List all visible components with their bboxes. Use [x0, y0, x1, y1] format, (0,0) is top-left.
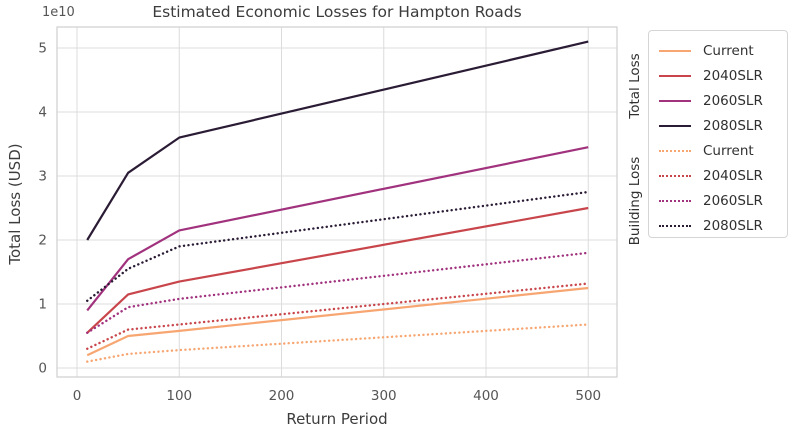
legend-line-sample-dotted — [659, 199, 691, 202]
legend-line-sample-dotted — [659, 224, 691, 227]
plot-spines — [56, 26, 618, 378]
legend-item-total-loss-current: Current — [659, 38, 787, 63]
legend-label: 2060SLR — [703, 92, 763, 109]
legend-line-sample-solid — [659, 124, 691, 127]
legend-group-building-loss: Building Loss — [627, 156, 643, 246]
series-line-total-loss-current — [86, 286, 589, 357]
y-axis-offset-label: 1e10 — [42, 5, 75, 20]
legend-label: 2060SLR — [703, 192, 763, 209]
legend-item-building-loss-current: Current — [659, 138, 787, 163]
legend-label: 2080SLR — [703, 117, 763, 134]
legend-box: Current 2040SLR 2060SLR 2080SLR Current 2040S… — [648, 30, 788, 238]
y-tick-label: 5 — [38, 41, 47, 57]
x-tick-label: 0 — [73, 388, 82, 404]
legend-line-sample-solid — [659, 74, 691, 77]
legend-group-total-loss: Total Loss — [627, 53, 643, 119]
legend-label: 2040SLR — [703, 167, 763, 184]
x-tick-label: 400 — [473, 388, 499, 404]
legend-item-building-loss-2040slr: 2040SLR — [659, 163, 787, 188]
series-line-total-loss-2040slr — [86, 206, 589, 334]
legend-item-building-loss-2060slr: 2060SLR — [659, 188, 787, 213]
series-line-building-loss-2040slr — [86, 282, 590, 350]
legend-item-total-loss-2040slr: 2040SLR — [659, 63, 787, 88]
y-tick-label: 3 — [38, 169, 47, 185]
series-line-total-loss-2080slr — [86, 40, 589, 241]
legend-label: 2040SLR — [703, 67, 763, 84]
x-tick-label: 200 — [269, 388, 295, 404]
y-axis-label: Total Loss (USD) — [6, 143, 24, 265]
legend-item-total-loss-2080slr: 2080SLR — [659, 113, 787, 138]
y-tick-label: 4 — [38, 105, 47, 121]
legend-label: Current — [703, 42, 754, 59]
y-tick-label: 0 — [38, 361, 47, 377]
legend-label: Current — [703, 142, 754, 159]
x-tick-label: 500 — [575, 388, 601, 404]
legend-line-sample-solid — [659, 49, 691, 52]
legend-line-sample-dotted — [659, 174, 691, 177]
series-line-building-loss-2080slr — [86, 190, 590, 302]
y-tick-label: 2 — [38, 233, 47, 249]
x-tick-label: 300 — [371, 388, 397, 404]
chart-title: Estimated Economic Losses for Hampton Ro… — [152, 3, 522, 21]
series-line-building-loss-2060slr — [86, 251, 590, 334]
x-tick-label: 100 — [166, 388, 192, 404]
x-axis-label: Return Period — [286, 410, 388, 428]
legend-item-building-loss-2080slr: 2080SLR — [659, 213, 787, 238]
legend-line-sample-solid — [659, 99, 691, 102]
y-tick-label: 1 — [38, 297, 47, 313]
legend-item-total-loss-2060slr: 2060SLR — [659, 88, 787, 113]
legend-line-sample-dotted — [659, 149, 691, 152]
legend-label: 2080SLR — [703, 217, 763, 234]
series-line-building-loss-current — [86, 323, 590, 363]
